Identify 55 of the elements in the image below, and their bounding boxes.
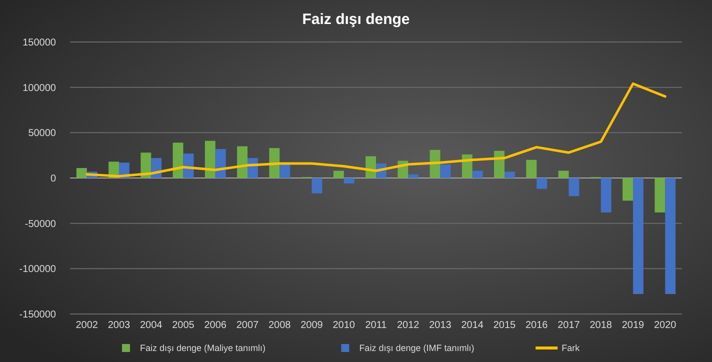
bar xyxy=(622,178,634,201)
bar xyxy=(269,148,280,178)
bar xyxy=(558,170,569,178)
x-tick-label: 2013 xyxy=(429,320,452,331)
y-tick-label: 100000 xyxy=(22,82,56,94)
bar xyxy=(204,140,216,178)
x-tick-label: 2012 xyxy=(397,320,420,331)
y-tick-label: -150000 xyxy=(19,310,56,320)
bar xyxy=(312,178,322,194)
x-tick-label: 2007 xyxy=(236,320,260,331)
x-tick-label: 2006 xyxy=(204,320,227,331)
line-series xyxy=(86,82,666,178)
x-tick-label: 2016 xyxy=(526,320,548,331)
bar xyxy=(536,178,548,189)
y-tick-label: 0 xyxy=(50,174,56,184)
x-tick-label: 2019 xyxy=(622,320,645,331)
bar xyxy=(440,164,451,178)
bar xyxy=(408,174,419,178)
bar xyxy=(568,178,580,196)
x-tick-label: 2017 xyxy=(558,320,580,331)
bar xyxy=(237,146,248,178)
y-tick-label: 50000 xyxy=(28,128,56,140)
y-tick-label: -100000 xyxy=(19,264,56,276)
bar xyxy=(472,170,483,178)
bar xyxy=(76,168,87,178)
bar xyxy=(654,178,666,212)
x-tick-label: 2014 xyxy=(461,320,484,331)
x-tick-label: 2018 xyxy=(590,320,612,331)
legend-label: Fark xyxy=(562,343,580,354)
x-tick-label: 2004 xyxy=(140,320,163,331)
bar xyxy=(344,178,354,184)
bar xyxy=(665,178,676,294)
x-tick-label: 2020 xyxy=(654,320,677,331)
x-tick-label: 2008 xyxy=(268,320,292,331)
bar xyxy=(280,164,290,178)
legend-label: Faiz dışı denge (Maliye tanımlı) xyxy=(140,343,266,354)
bar xyxy=(215,148,226,178)
bar xyxy=(633,178,644,294)
bar xyxy=(494,150,505,178)
bar xyxy=(504,172,515,178)
bar xyxy=(333,170,344,178)
x-tick-label: 2002 xyxy=(76,320,98,331)
x-tick-label: 2009 xyxy=(300,320,324,331)
chart-title: Faiz dışı denge xyxy=(302,11,410,28)
bar xyxy=(430,150,440,178)
bar xyxy=(526,160,537,178)
x-tick-label: 2003 xyxy=(108,320,131,331)
bar xyxy=(600,178,612,212)
x-tick-label: 2015 xyxy=(493,320,516,331)
x-tick-label: 2005 xyxy=(172,320,195,331)
legend-label: Faiz dışı denge (IMF tanımlı) xyxy=(359,343,474,354)
y-tick-label: -50000 xyxy=(24,218,56,230)
y-tick-label: 150000 xyxy=(22,38,56,48)
x-tick-label: 2010 xyxy=(332,320,356,331)
x-tick-label: 2011 xyxy=(365,320,388,331)
